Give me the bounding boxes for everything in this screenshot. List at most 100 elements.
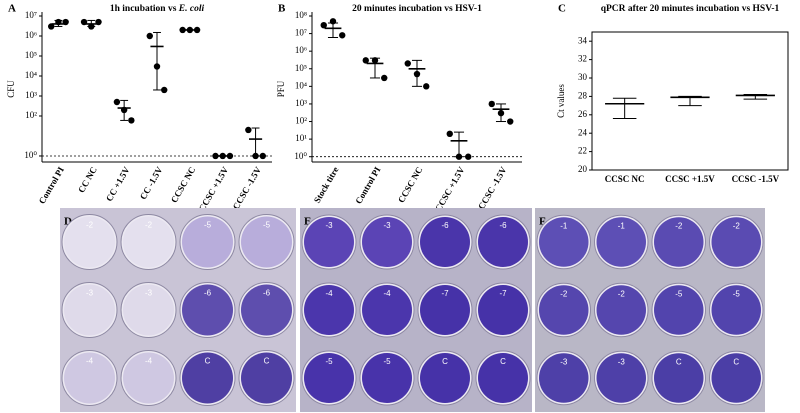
data-point — [80, 18, 88, 26]
well — [362, 217, 412, 267]
y-tick-label: 34 — [578, 35, 588, 45]
chart-title: qPCR after 20 minutes incubation vs HSV-… — [601, 4, 780, 14]
well-label: C — [500, 357, 506, 366]
x-tick-label: CC +1.5V — [104, 165, 132, 203]
y-tick-label: 10² — [295, 116, 307, 126]
y-tick-label: 10⁶ — [25, 30, 37, 40]
y-tick-label: 28 — [578, 90, 588, 100]
x-tick-label: CCSC +1.5V — [665, 174, 715, 184]
panel-label: C — [558, 3, 566, 15]
y-tick-label: 10⁰ — [294, 151, 307, 161]
well — [182, 352, 233, 404]
data-point — [339, 32, 346, 39]
y-tick-label: 10⁵ — [295, 63, 307, 73]
x-tick-label: Stock titre — [312, 165, 341, 205]
well — [539, 217, 589, 267]
well-label: -6 — [499, 221, 507, 230]
well-label: C — [205, 357, 211, 366]
y-axis-label: PFU — [276, 80, 286, 97]
data-point — [245, 126, 252, 134]
well-label: -6 — [263, 289, 271, 298]
well — [539, 285, 589, 335]
well — [596, 353, 646, 403]
y-tick-label: 26 — [578, 109, 588, 119]
y-tick-label: 32 — [578, 54, 587, 64]
y-tick-label: 10⁴ — [25, 70, 37, 80]
well — [64, 284, 115, 336]
well-label: -6 — [441, 221, 449, 230]
x-tick-label: CCSC +1.5V — [197, 165, 231, 213]
well-label: -2 — [733, 221, 741, 230]
data-point — [179, 26, 186, 34]
data-point — [128, 117, 135, 124]
plot-frame — [591, 31, 789, 171]
well — [123, 284, 174, 336]
data-point — [219, 152, 226, 160]
well — [654, 285, 704, 335]
data-point — [193, 26, 201, 34]
well-label: -7 — [499, 289, 507, 298]
well — [304, 285, 354, 335]
x-tick-label: CCSC -1.5V — [476, 165, 509, 212]
y-tick-label: 24 — [578, 127, 588, 137]
well — [711, 353, 761, 403]
well — [304, 353, 354, 403]
well — [539, 353, 589, 403]
y-tick-label: 10⁷ — [25, 10, 37, 20]
x-tick-label: CCSC -1.5V — [231, 165, 264, 212]
y-tick-label: 10³ — [25, 90, 37, 100]
well-label: -5 — [325, 357, 333, 366]
data-point — [455, 153, 463, 160]
x-tick-label: CCSC -1.5V — [732, 174, 780, 184]
y-tick-label: 22 — [578, 146, 587, 156]
x-tick-label: CC -1.5V — [138, 165, 165, 202]
data-point — [320, 21, 327, 29]
well — [478, 217, 528, 267]
plate-label: F — [539, 216, 546, 228]
y-tick-label: 30 — [578, 72, 588, 82]
data-point — [48, 23, 55, 30]
well — [123, 216, 174, 268]
chart-title: 1h incubation vs E. coli — [110, 4, 205, 14]
well — [420, 285, 470, 335]
data-point — [507, 118, 514, 125]
y-tick-label: 10² — [25, 110, 37, 120]
well — [478, 353, 528, 403]
x-tick-label: CCSC NC — [396, 165, 425, 204]
y-tick-label: 10¹ — [295, 133, 307, 143]
y-axis-label: CFU — [6, 80, 16, 98]
well-label: -2 — [86, 221, 94, 230]
well — [596, 217, 646, 267]
well — [362, 353, 412, 403]
well-label: -5 — [263, 221, 271, 230]
y-tick-label: 10⁵ — [25, 50, 37, 60]
title-text: 20 minutes incubation vs HSV-1 — [352, 4, 482, 14]
data-point — [95, 18, 102, 26]
data-point — [488, 100, 495, 108]
title-text: 1h incubation vs — [110, 4, 177, 14]
well-label: -4 — [325, 289, 333, 298]
panel-label: A — [8, 3, 16, 15]
data-point — [446, 130, 453, 138]
well-label: -7 — [441, 289, 449, 298]
well — [241, 216, 292, 268]
data-point — [381, 74, 388, 82]
well-label: -5 — [675, 289, 683, 298]
y-tick-label: 10⁷ — [295, 28, 307, 38]
well-label: -5 — [204, 221, 212, 230]
well — [478, 285, 528, 335]
chart-title: 20 minutes incubation vs HSV-1 — [352, 4, 482, 14]
well-label: C — [442, 357, 448, 366]
x-tick-label: CCSC NC — [169, 165, 198, 204]
data-point — [252, 152, 259, 160]
well-label: -5 — [733, 289, 741, 298]
data-point — [362, 57, 369, 64]
y-tick-label: 10⁰ — [24, 150, 37, 160]
x-tick-label: Control PI — [353, 165, 382, 206]
plate-label: E — [304, 216, 311, 228]
well-label: -1 — [560, 221, 568, 230]
well-label: -3 — [145, 289, 153, 298]
data-point — [120, 106, 128, 114]
well-label: -1 — [618, 221, 626, 230]
